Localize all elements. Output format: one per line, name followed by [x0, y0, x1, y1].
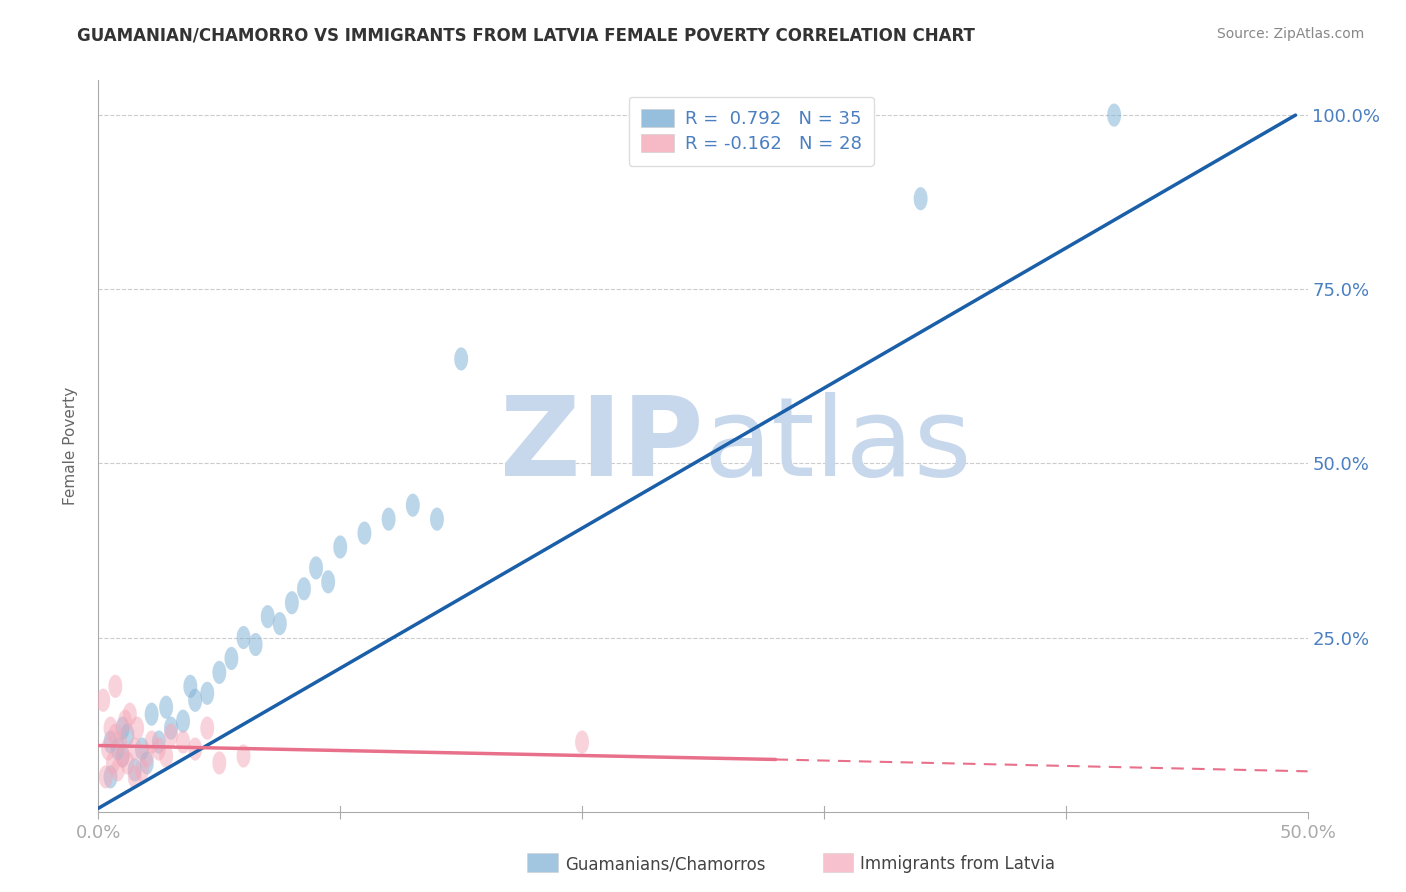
- Point: [172, 714, 194, 728]
- Point: [100, 721, 122, 735]
- Point: [100, 770, 122, 784]
- Point: [111, 749, 134, 764]
- Point: [450, 351, 472, 366]
- Point: [256, 609, 278, 624]
- Point: [269, 616, 291, 631]
- Point: [426, 512, 449, 526]
- Point: [97, 742, 120, 756]
- Point: [135, 749, 157, 764]
- Point: [377, 512, 399, 526]
- Point: [108, 735, 131, 749]
- Text: Source: ZipAtlas.com: Source: ZipAtlas.com: [1216, 27, 1364, 41]
- Point: [104, 679, 127, 693]
- Point: [305, 561, 328, 575]
- Point: [316, 574, 339, 589]
- Point: [127, 721, 149, 735]
- Point: [117, 728, 139, 742]
- Point: [245, 638, 267, 652]
- Point: [148, 735, 170, 749]
- Point: [292, 582, 315, 596]
- Point: [184, 742, 207, 756]
- Point: [131, 763, 153, 777]
- Point: [91, 693, 114, 707]
- Point: [1102, 108, 1125, 122]
- Point: [160, 728, 183, 742]
- Point: [111, 721, 134, 735]
- Point: [94, 770, 117, 784]
- Point: [155, 749, 177, 764]
- Point: [101, 756, 124, 770]
- Y-axis label: Female Poverty: Female Poverty: [63, 387, 77, 505]
- Point: [195, 721, 218, 735]
- Point: [184, 693, 207, 707]
- Point: [208, 665, 231, 680]
- Point: [232, 631, 254, 645]
- Point: [353, 526, 375, 541]
- Point: [179, 679, 201, 693]
- Legend: R =  0.792   N = 35, R = -0.162   N = 28: R = 0.792 N = 35, R = -0.162 N = 28: [628, 96, 875, 166]
- Point: [114, 714, 136, 728]
- Text: atlas: atlas: [703, 392, 972, 500]
- Point: [141, 707, 163, 722]
- Text: Immigrants from Latvia: Immigrants from Latvia: [860, 855, 1056, 873]
- Point: [281, 596, 304, 610]
- Point: [100, 735, 122, 749]
- Point: [148, 742, 170, 756]
- Point: [155, 700, 177, 714]
- Point: [124, 770, 146, 784]
- Text: Guamanians/Chamorros: Guamanians/Chamorros: [565, 855, 766, 873]
- Point: [118, 707, 141, 722]
- Point: [117, 756, 139, 770]
- Point: [160, 721, 183, 735]
- Point: [571, 735, 593, 749]
- Point: [107, 763, 129, 777]
- Text: ZIP: ZIP: [499, 392, 703, 500]
- Point: [111, 749, 134, 764]
- Point: [141, 735, 163, 749]
- Point: [329, 540, 352, 554]
- Point: [172, 735, 194, 749]
- Point: [221, 651, 243, 665]
- Point: [135, 756, 157, 770]
- Point: [107, 742, 129, 756]
- Text: GUAMANIAN/CHAMORRO VS IMMIGRANTS FROM LATVIA FEMALE POVERTY CORRELATION CHART: GUAMANIAN/CHAMORRO VS IMMIGRANTS FROM LA…: [77, 27, 976, 45]
- Point: [124, 742, 146, 756]
- Point: [208, 756, 231, 770]
- Point: [195, 686, 218, 700]
- Point: [124, 763, 146, 777]
- Point: [402, 498, 425, 512]
- Point: [104, 728, 127, 742]
- Point: [232, 749, 254, 764]
- Point: [910, 192, 932, 206]
- Point: [131, 742, 153, 756]
